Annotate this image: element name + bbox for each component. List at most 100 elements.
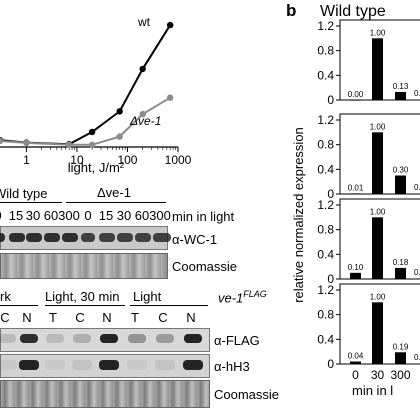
blot2-group-dark: rk	[0, 289, 11, 304]
blot1-wc1-band-8	[135, 233, 151, 242]
panel-b-ylabel: relative normalized expression	[291, 127, 306, 303]
y-tick-label-2-0: 0	[327, 272, 334, 286]
bar-label-2-0: 0.10	[348, 263, 364, 272]
series-1-point-6	[166, 94, 174, 101]
bar-2-1	[372, 217, 383, 279]
blot2-row-hh3: α-hH3	[214, 359, 250, 374]
blot2-hh3-band-6	[155, 360, 175, 370]
bar-0-1	[372, 38, 383, 100]
bar-panel-frame-3	[339, 283, 420, 365]
blot2-hh3-band-1	[19, 360, 39, 370]
bar-1-2	[395, 175, 406, 194]
blot2-coomassie-strip	[0, 380, 210, 408]
y-tick-label-0-2: 0.8	[317, 44, 334, 58]
blot1-delta-label: Δve-1	[97, 185, 131, 200]
blot1-lane-6: 15	[98, 208, 114, 223]
bar-label-3-1: 1.00	[370, 292, 386, 301]
legend-wt: wt	[137, 15, 151, 29]
blot2-flag-band-2	[46, 334, 64, 343]
bar-label-0-2: 0.13	[393, 82, 409, 91]
blot2-group-line-light	[130, 305, 208, 306]
blot2-row-flag: α-FLAG	[214, 333, 260, 348]
y-tick-label-3-3: 1.2	[317, 283, 334, 297]
blot1-lane-2: 30	[25, 208, 41, 223]
series-0-point-6	[166, 21, 174, 29]
blot2-flag-band-1	[20, 334, 38, 343]
blot2-lane-2: T	[49, 310, 57, 325]
blot2-hh3-band-2	[45, 360, 65, 370]
blot1-lane-5: 0	[84, 208, 92, 223]
blot1-wc1-band-6	[99, 233, 115, 242]
bar-label-0-1: 1.00	[370, 28, 386, 37]
y-tick-label-0-1: 0.4	[317, 68, 334, 82]
x-tick-label-2: 100	[117, 153, 137, 167]
blot1-wc1-band-7	[117, 233, 133, 242]
blot1-wc1-band-1	[9, 233, 25, 242]
blot2-group-line-light30	[45, 305, 125, 306]
blot1-wildtype-label: Wild type	[0, 186, 48, 201]
blot2-hh3-band-3	[72, 360, 92, 370]
series-1-point-5	[139, 110, 146, 118]
bar-label-next-3: 0.0	[414, 353, 420, 362]
blot2-flag-band-4	[100, 334, 118, 343]
blot1-lane-4: 300	[58, 208, 80, 223]
y-tick-label-1-2: 0.8	[317, 138, 334, 152]
y-tick-label-1-0: 0	[327, 187, 334, 201]
blot1-wc1-band-9	[153, 233, 171, 242]
bar-label-1-0: 0.01	[348, 183, 364, 192]
blot2-hh3-band-4	[99, 360, 119, 370]
blot2-hh3-band-0	[0, 360, 17, 370]
blot2-group-line-dark	[0, 305, 38, 306]
blot2-flag-band-5	[128, 334, 146, 343]
bar-label-1-2: 0.30	[393, 166, 409, 175]
bar-label-next-2: 0.0	[414, 268, 420, 277]
bar-0-0	[350, 100, 361, 101]
bar-label-next-1: 0.0	[414, 183, 420, 192]
y-tick-label-2-2: 0.8	[317, 223, 334, 237]
blot1-lane-9: 300	[149, 208, 171, 223]
series-1-point-2	[65, 141, 73, 149]
y-tick-label-3-0: 0	[327, 357, 334, 371]
x-category-0: 0	[352, 368, 359, 382]
blot2-lane-7: N	[186, 310, 196, 325]
blot1-row-coomassie: Coomassie	[172, 259, 238, 274]
blot2-group-light: Light	[133, 289, 162, 304]
blot1-lane-1: 15	[8, 208, 24, 223]
blot2-lane-1: N	[22, 310, 32, 325]
bar-2-0	[350, 272, 361, 279]
blot1-wc1-band-3	[44, 233, 60, 242]
y-tick-label-2-1: 0.4	[317, 247, 334, 261]
blot1-wc1-band-2	[26, 233, 42, 242]
line-chart: 1 10 100 1000 light, J/m2 wt Δve-1	[0, 15, 192, 175]
blot2-row-coomassie: Coomassie	[214, 387, 280, 402]
series-0-point-4	[116, 108, 123, 115]
blot1-wc1-band-4	[62, 233, 78, 242]
series-0-point-5	[139, 65, 146, 73]
y-tick-label-1-1: 0.4	[317, 162, 334, 176]
y-tick-label-2-3: 1.2	[317, 198, 334, 212]
blot2-strain: ve-1FLAG	[218, 289, 267, 306]
bar-label-0-0: 0.00	[348, 90, 364, 99]
bar-chart-panels: relative normalized expression 0 0.4 0.8 1.2…	[291, 19, 420, 398]
series-1-point-1	[23, 139, 30, 147]
blot2-lane-4: N	[102, 310, 112, 325]
blot2-hh3-band-7	[183, 360, 203, 370]
blot1-lane-3: 60	[43, 208, 59, 223]
blot1-wc1-band-5	[81, 233, 95, 242]
blot2-lane-0: C	[0, 310, 10, 325]
line-chart-xlabel: light, J/m2	[68, 160, 125, 175]
legend-delta-ve1: Δve-1	[129, 114, 161, 128]
series-1-point-3	[88, 141, 96, 149]
bar-panel-frame-2	[339, 198, 420, 280]
bar-label-2-1: 1.00	[370, 207, 386, 216]
series-1-point-4	[116, 133, 123, 140]
y-tick-label-0-3: 1.2	[317, 19, 334, 33]
y-tick-label-3-1: 0.4	[317, 332, 334, 346]
bar-3-2	[395, 352, 406, 364]
panel-b-label: b	[286, 1, 297, 20]
blot2-hh3-band-5	[127, 360, 147, 370]
bar-3-0	[350, 361, 361, 364]
y-tick-label-1-3: 1.2	[317, 113, 334, 127]
bar-label-next-0: 0.0	[414, 89, 420, 98]
